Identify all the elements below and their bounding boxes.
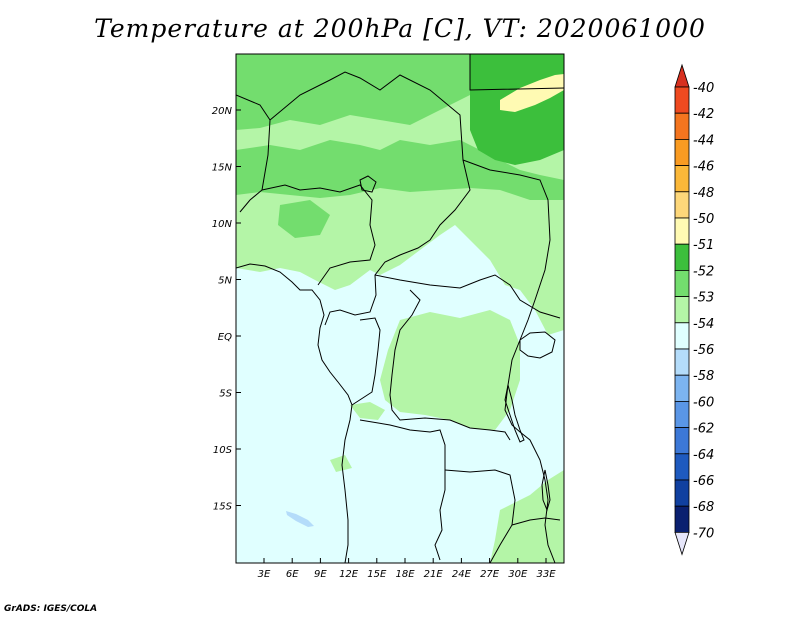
- lat-label: 15S: [213, 502, 233, 513]
- lon-label: 12E: [339, 569, 359, 580]
- colorbar-swatch: [674, 138, 690, 166]
- colorbar-swatch: [674, 400, 690, 428]
- lon-label: 15E: [367, 569, 387, 580]
- border-north-1: [269, 71, 471, 326]
- lon-label: 3E: [258, 569, 271, 580]
- coastline: [236, 263, 353, 563]
- colorbar-label: -70: [693, 526, 714, 541]
- lake-malawi: [541, 469, 551, 512]
- lon-label: 30E: [508, 569, 528, 580]
- lon-label: 18E: [395, 569, 415, 580]
- lat-label: 15N: [212, 163, 233, 174]
- field-green-mid-band: [236, 140, 564, 200]
- border-south-3: [511, 517, 561, 526]
- lake-victoria: [519, 331, 556, 359]
- grads-credit: GrADS: IGES/COLA: [4, 604, 98, 614]
- lon-label: 9E: [314, 569, 327, 580]
- lake-chad: [359, 175, 377, 193]
- lat-label: 20N: [212, 106, 233, 117]
- map-frame: [235, 53, 565, 564]
- lat-label: 5S: [219, 389, 232, 400]
- border-south-2: [444, 469, 516, 563]
- colorbar-swatch: [674, 191, 690, 219]
- map-plot: [236, 54, 564, 563]
- colorbar-swatch: [674, 86, 690, 114]
- colorbar-label: -52: [693, 264, 714, 279]
- lat-label: 10S: [213, 445, 233, 456]
- colorbar: -40 -42 -44 -46 -48 -50 -51 -52 -53 -54 -56 -58 -60 -…: [674, 63, 714, 556]
- colorbar-label: -54: [693, 317, 714, 332]
- colorbar-top-arrow: [674, 63, 690, 88]
- colorbar-label: -58: [693, 369, 714, 384]
- map-boundaries: [236, 54, 564, 563]
- colorbar-label: -51: [693, 238, 714, 253]
- border-central-1: [374, 274, 561, 319]
- field-green-light-se: [490, 470, 564, 563]
- lon-label: 24E: [452, 569, 472, 580]
- border-east: [469, 54, 564, 91]
- colorbar-label: -46: [693, 160, 714, 175]
- colorbar-swatch: [674, 296, 690, 324]
- colorbar-swatch: [674, 453, 690, 481]
- lon-label: 27E: [480, 569, 500, 580]
- colorbar-label: -44: [693, 133, 714, 148]
- colorbar-swatch: [674, 243, 690, 271]
- colorbar-swatch: [674, 427, 690, 455]
- lat-label: 5N: [218, 276, 232, 287]
- lon-label: 6E: [286, 569, 299, 580]
- colorbar-label: -62: [693, 422, 714, 437]
- colorbar-swatch: [674, 505, 690, 533]
- map-title: Temperature at 200hPa [C], VT: 202006100…: [94, 14, 706, 43]
- colorbar-label: -64: [693, 448, 714, 463]
- lat-label: 10N: [212, 219, 233, 230]
- field-green-light-sw2: [330, 455, 352, 472]
- field-green-light-sw: [350, 402, 385, 420]
- colorbar-swatch: [674, 112, 690, 140]
- colorbar-swatch: [674, 165, 690, 193]
- colorbar-label: -66: [693, 474, 714, 489]
- border-north-2: [236, 94, 271, 213]
- latitude-axis: 20N 15N 10N 5N EQ 5S 10S 15S: [212, 106, 241, 513]
- colorbar-swatch: [674, 348, 690, 376]
- colorbar-label: -56: [693, 343, 714, 358]
- border-central-3: [351, 317, 381, 406]
- colorbar-swatch: [674, 269, 690, 297]
- field-yellow-ne: [500, 74, 564, 112]
- colorbar-label: -48: [693, 186, 714, 201]
- lat-label: EQ: [218, 332, 232, 343]
- colorbar-label: -60: [693, 395, 714, 410]
- field-green-mid-patch: [278, 200, 330, 238]
- colorbar-label: -40: [693, 81, 714, 96]
- border-east-2: [462, 159, 556, 563]
- colorbar-bottom-arrow: [674, 532, 690, 556]
- field-green-light-basin: [380, 310, 520, 430]
- colorbar-label: -50: [693, 212, 714, 227]
- colorbar-swatch: [674, 217, 690, 245]
- colorbar-swatch: [674, 374, 690, 402]
- colorbar-label: -53: [693, 291, 714, 306]
- colorbar-label: -42: [693, 107, 714, 122]
- lon-label: 33E: [536, 569, 556, 580]
- lon-label: 21E: [424, 569, 444, 580]
- lake-tanganyika: [504, 384, 525, 443]
- field-blue-patch: [286, 511, 314, 527]
- border-south-1: [359, 419, 446, 561]
- colorbar-label: -68: [693, 500, 714, 515]
- longitude-axis: 3E 6E 9E 12E 15E 18E 21E 24E 27E 30E 33E: [258, 558, 556, 580]
- border-central-2: [389, 289, 511, 441]
- colorbar-swatch: [674, 322, 690, 350]
- colorbar-swatch: [674, 479, 690, 507]
- border-west-africa: [261, 184, 376, 286]
- field-green-mid-north: [236, 54, 470, 130]
